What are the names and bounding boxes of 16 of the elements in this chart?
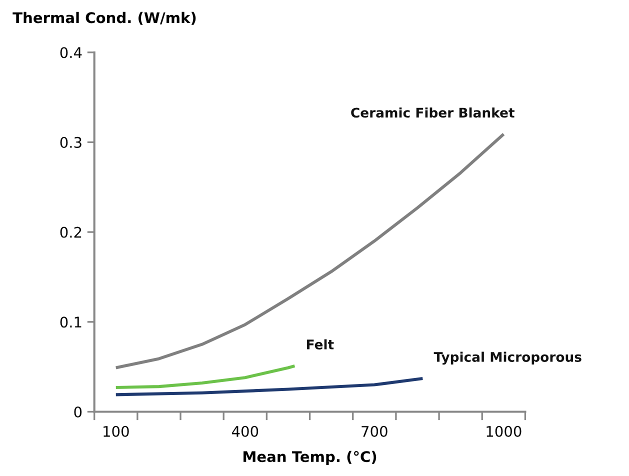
y-tick-label: 0.4 <box>60 47 82 58</box>
y-axis-title: Thermal Cond. (W/mk) <box>12 12 196 25</box>
line-series <box>114 376 424 396</box>
y-tick-label: 0.1 <box>60 316 82 328</box>
y-tick-label: 0 <box>74 406 82 418</box>
x-axis-title: Mean Temp. (°C) <box>244 450 376 465</box>
y-tick-label: 0.3 <box>60 136 82 148</box>
line-series <box>114 364 296 390</box>
series-label: Typical Microporous <box>434 352 582 365</box>
series-label: Ceramic Fiber Blanket <box>351 107 514 118</box>
series-label: Felt <box>307 339 334 350</box>
x-tick-label: 100 <box>104 426 129 437</box>
x-tick-label: 1000 <box>486 426 522 437</box>
x-tick-label: 400 <box>232 426 258 437</box>
x-tick-label: 700 <box>362 426 388 437</box>
y-tick-label: 0.2 <box>60 226 82 238</box>
